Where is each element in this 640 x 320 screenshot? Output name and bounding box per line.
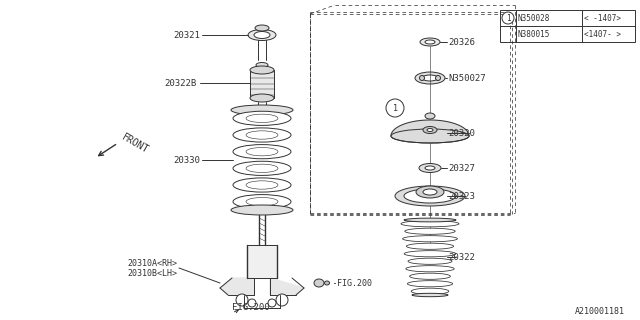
Circle shape bbox=[502, 12, 514, 24]
Text: 20323: 20323 bbox=[448, 191, 475, 201]
Polygon shape bbox=[246, 245, 277, 278]
Polygon shape bbox=[220, 278, 254, 295]
Ellipse shape bbox=[425, 166, 435, 170]
Ellipse shape bbox=[422, 75, 438, 81]
Ellipse shape bbox=[314, 279, 324, 287]
Polygon shape bbox=[391, 120, 469, 136]
Text: 1: 1 bbox=[506, 13, 510, 22]
Ellipse shape bbox=[268, 299, 276, 307]
Ellipse shape bbox=[404, 218, 456, 222]
Text: N380015: N380015 bbox=[518, 29, 550, 38]
Ellipse shape bbox=[248, 29, 276, 41]
Ellipse shape bbox=[425, 113, 435, 119]
Ellipse shape bbox=[405, 228, 455, 234]
Ellipse shape bbox=[419, 164, 441, 172]
Ellipse shape bbox=[395, 186, 465, 206]
Bar bbox=[500, 10, 635, 42]
Text: 20322B: 20322B bbox=[164, 78, 197, 87]
Ellipse shape bbox=[236, 294, 248, 306]
Ellipse shape bbox=[233, 161, 291, 175]
Ellipse shape bbox=[412, 288, 449, 294]
Ellipse shape bbox=[419, 76, 424, 81]
Ellipse shape bbox=[403, 236, 458, 242]
Ellipse shape bbox=[233, 128, 291, 142]
Ellipse shape bbox=[246, 114, 278, 123]
Ellipse shape bbox=[248, 299, 256, 307]
Text: <1407- >: <1407- > bbox=[584, 29, 621, 38]
Ellipse shape bbox=[423, 189, 437, 195]
Ellipse shape bbox=[408, 281, 452, 287]
Ellipse shape bbox=[246, 197, 278, 206]
Text: 20326: 20326 bbox=[448, 37, 475, 46]
Ellipse shape bbox=[233, 178, 291, 192]
Ellipse shape bbox=[256, 62, 268, 68]
Ellipse shape bbox=[231, 105, 293, 115]
Text: FIG.200: FIG.200 bbox=[232, 303, 269, 313]
Text: N350028: N350028 bbox=[518, 13, 550, 22]
Ellipse shape bbox=[408, 258, 452, 264]
Ellipse shape bbox=[406, 266, 454, 272]
Ellipse shape bbox=[435, 76, 440, 81]
Text: N350027: N350027 bbox=[448, 74, 486, 83]
Circle shape bbox=[386, 99, 404, 117]
Text: 20310A<RH>: 20310A<RH> bbox=[127, 259, 177, 268]
Text: 20321: 20321 bbox=[173, 30, 200, 39]
Bar bbox=[250, 70, 274, 98]
Ellipse shape bbox=[255, 25, 269, 31]
Text: A210001181: A210001181 bbox=[575, 308, 625, 316]
Ellipse shape bbox=[276, 294, 288, 306]
Ellipse shape bbox=[391, 129, 469, 143]
Ellipse shape bbox=[416, 186, 444, 198]
Text: 20310B<LH>: 20310B<LH> bbox=[127, 268, 177, 277]
Ellipse shape bbox=[233, 111, 291, 125]
Ellipse shape bbox=[410, 273, 451, 279]
Text: FRONT: FRONT bbox=[120, 132, 150, 156]
Text: < -1407>: < -1407> bbox=[584, 13, 621, 22]
Ellipse shape bbox=[246, 131, 278, 139]
Text: 20327: 20327 bbox=[448, 164, 475, 172]
Text: 20322: 20322 bbox=[448, 252, 475, 261]
Ellipse shape bbox=[427, 129, 433, 132]
Ellipse shape bbox=[250, 66, 274, 74]
Ellipse shape bbox=[233, 195, 291, 209]
Ellipse shape bbox=[420, 38, 440, 46]
Text: FIG.200: FIG.200 bbox=[337, 278, 372, 287]
Ellipse shape bbox=[246, 164, 278, 172]
Ellipse shape bbox=[412, 293, 448, 297]
Ellipse shape bbox=[415, 72, 445, 84]
Ellipse shape bbox=[401, 221, 459, 227]
Polygon shape bbox=[270, 278, 304, 295]
Ellipse shape bbox=[425, 40, 435, 44]
Ellipse shape bbox=[233, 145, 291, 159]
Text: 20320: 20320 bbox=[448, 129, 475, 138]
Ellipse shape bbox=[246, 181, 278, 189]
Ellipse shape bbox=[231, 205, 293, 215]
Ellipse shape bbox=[404, 251, 456, 257]
Ellipse shape bbox=[406, 243, 454, 249]
Ellipse shape bbox=[246, 148, 278, 156]
Ellipse shape bbox=[250, 94, 274, 102]
Text: 20330: 20330 bbox=[173, 156, 200, 164]
Ellipse shape bbox=[404, 189, 456, 203]
Text: 1: 1 bbox=[392, 103, 397, 113]
Ellipse shape bbox=[324, 281, 330, 285]
Ellipse shape bbox=[254, 31, 270, 38]
Ellipse shape bbox=[423, 126, 437, 133]
